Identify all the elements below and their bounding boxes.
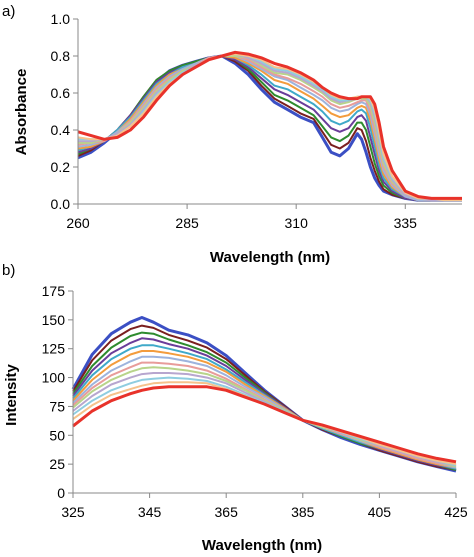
panel-a-series-line-12 [77,53,462,202]
panel-b-y-tick-label: 50 [49,427,65,443]
panel-a-y-tick-label: 0.0 [51,196,71,212]
panel-a-x-tick-label: 285 [175,215,199,231]
panel-b-y-tick-label: 75 [49,398,65,414]
panel-a-series-line-9 [78,55,462,202]
panel-b-series-line-2 [72,324,457,471]
panel-b-x-tick-label: 325 [61,504,85,520]
panel-b-y-tick-label: 100 [42,370,66,386]
panel-a-series-group [77,50,462,202]
panel-b-label: b) [2,262,15,279]
panel-b-y-tick-label: 150 [42,312,66,328]
panel-b-series-line-8 [72,361,457,468]
panel-b-x-axis-label: Wavelength (nm) [202,537,322,554]
panel-a-y-axis-label: Absorbance [13,69,30,156]
panel-b-series-line-10 [72,372,457,467]
panel-b-y-tick-label: 175 [42,283,66,299]
panel-a-series-line-5 [77,55,462,202]
panel-a-x-tick-label: 310 [285,215,309,231]
panel-b-series-line-4 [72,337,457,470]
panel-b-series-line-13 [72,385,457,464]
panel-b-y-axis-label: Intensity [3,364,20,426]
panel-b-x-tick-label: 425 [444,504,468,520]
panel-a-series-line-7 [77,55,462,202]
panel-b-intensity-chart: b) 0 25 50 75 100 125 150 175 325 345 365 385 405 425… [2,262,468,554]
panel-a-y-tick-label: 0.2 [51,159,71,175]
panel-a-series-line-8 [77,55,462,202]
panel-a-series-line-6 [77,55,462,202]
panel-a-x-tick-label: 260 [66,215,90,231]
panel-a-axes: 0.0 0.2 0.4 0.6 0.8 1.0 260 285 310 335 [51,11,462,231]
panel-a-series-line-4 [77,55,462,202]
panel-a-x-axis-label: Wavelength (nm) [210,249,330,266]
panel-a-series-line-11 [78,53,462,202]
panel-b-x-tick-label: 345 [138,504,162,520]
panel-a-series-line-13 [77,50,462,200]
panel-b-x-tick-label: 385 [291,504,315,520]
panel-a-x-tick-label: 335 [394,215,418,231]
panel-a-y-tick-label: 0.8 [51,48,71,64]
panel-b-y-tick-label: 0 [57,485,65,501]
panel-a-series-line-3 [77,55,462,202]
panel-b-series-group [71,316,457,473]
panel-b-y-tick-label: 25 [49,456,65,472]
panel-b-series-line-6 [72,350,457,469]
panel-a-label: a) [2,3,15,20]
panel-a-y-tick-label: 1.0 [51,11,71,27]
panel-a-y-tick-label: 0.6 [51,85,71,101]
panel-a-y-tick-label: 0.4 [51,122,71,138]
panel-b-x-tick-label: 365 [215,504,239,520]
panel-a-absorbance-chart: a) 0.0 0.2 0.4 0.6 0.8 1.0 260 285 310 335 Wavele… [2,3,462,266]
panel-b-axes: 0 25 50 75 100 125 150 175 325 345 365 385 405 425 [42,283,468,520]
panel-b-y-tick-label: 125 [42,341,66,357]
panel-b-x-tick-label: 405 [368,504,392,520]
